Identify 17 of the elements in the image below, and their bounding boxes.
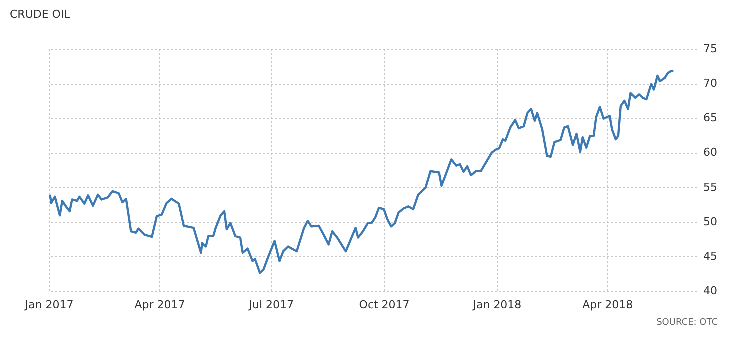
x-tick-label: Apr 2017 xyxy=(134,298,186,312)
y-tick-label: 60 xyxy=(704,146,718,160)
x-tick-label: Jul 2017 xyxy=(248,298,294,312)
y-tick-label: 50 xyxy=(704,215,718,228)
x-tick-label: Jan 2018 xyxy=(472,298,522,312)
line-series xyxy=(49,70,675,274)
y-tick-label: 55 xyxy=(704,180,718,194)
y-tick-label: 75 xyxy=(704,42,718,56)
chart-title: CRUDE OIL xyxy=(10,8,70,21)
y-tick-label: 70 xyxy=(704,77,718,90)
y-tick-label: 45 xyxy=(704,250,718,263)
x-tick-label: Oct 2017 xyxy=(359,298,410,312)
x-tick-label: Jan 2017 xyxy=(24,298,74,312)
y-tick-label: 65 xyxy=(704,112,718,125)
source-note: SOURCE: OTC xyxy=(656,318,718,328)
x-tick-label: Apr 2018 xyxy=(582,298,634,312)
y-tick-label: 40 xyxy=(704,284,718,298)
